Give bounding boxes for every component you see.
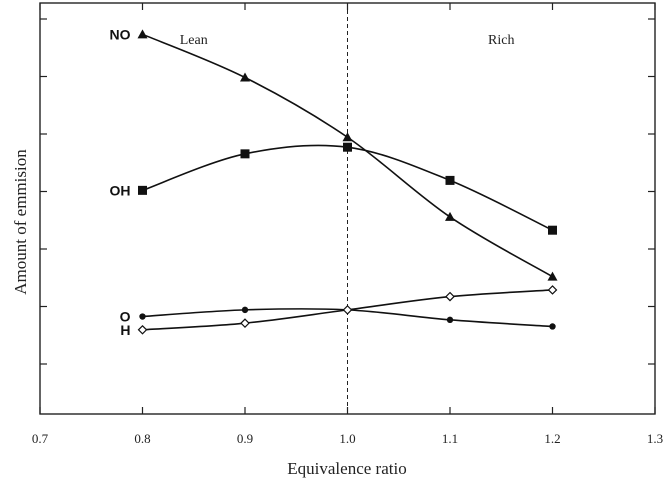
series-layer: [137, 29, 558, 335]
region-label-lean: Lean: [180, 33, 208, 48]
series-label-o: O: [120, 309, 131, 325]
data-point-h: [445, 291, 455, 302]
x-tick-label: 1.1: [442, 431, 458, 446]
data-point-o: [241, 306, 249, 314]
x-tick-label: 1.0: [339, 431, 355, 446]
y-axis-ticks: [40, 18, 655, 365]
x-tick-label: 0.8: [134, 431, 150, 446]
data-point-no: [547, 271, 558, 281]
series-label-h: H: [120, 322, 130, 338]
data-point-o: [139, 313, 146, 320]
data-point-h: [342, 305, 353, 315]
data-point-o: [549, 323, 556, 330]
data-point-no: [342, 132, 353, 142]
series-label-no: NO: [110, 26, 131, 42]
x-axis-title: Equivalence ratio: [287, 459, 406, 478]
x-tick-label: 0.7: [32, 431, 49, 446]
data-point-oh: [138, 185, 147, 195]
region-label-rich: Rich: [488, 33, 514, 48]
data-point-o: [446, 316, 454, 324]
series-line-no: [142, 33, 553, 278]
y-axis-title: Amount of emmision: [11, 149, 30, 295]
x-tick-label: 1.3: [647, 431, 663, 446]
x-tick-label: 1.2: [544, 431, 560, 446]
data-point-oh: [445, 175, 455, 185]
data-point-h: [137, 324, 148, 335]
data-point-oh: [548, 225, 557, 235]
data-point-h: [547, 285, 558, 295]
data-point-no: [445, 211, 455, 221]
data-point-oh: [240, 149, 250, 159]
x-axis-tick-labels: 0.7 0.8 0.9 1.0 1.1 1.2 1.3: [32, 431, 663, 446]
x-tick-label: 0.9: [237, 431, 253, 446]
data-point-h: [240, 318, 250, 329]
data-point-no: [137, 29, 148, 39]
data-point-no: [240, 72, 250, 82]
data-point-oh: [343, 142, 352, 152]
series-label-oh: OH: [110, 182, 131, 198]
